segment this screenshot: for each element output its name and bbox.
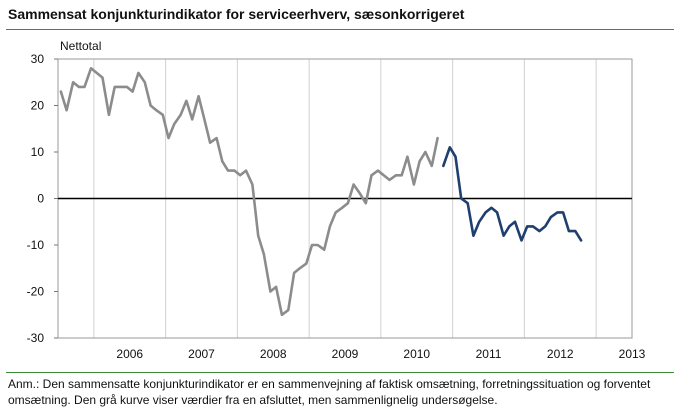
x-tick-label: 2011 (476, 347, 502, 361)
x-tick-label: 2007 (188, 347, 215, 361)
chart-note: Anm.: Den sammensatte konjunkturindikato… (8, 377, 651, 407)
y-tick-label: 0 (37, 192, 44, 206)
x-tick-label: 2006 (116, 347, 143, 361)
x-tick-label: 2008 (260, 347, 287, 361)
y-tick-label: -20 (27, 285, 45, 299)
x-tick-labels: 2006 2007 2008 2009 2010 2011 2012 2013 (116, 347, 645, 361)
title-rule (6, 29, 674, 30)
x-tick-label: 2012 (547, 347, 574, 361)
series-line-2 (441, 146, 583, 242)
axes (54, 58, 633, 339)
y-axis-label: Nettotal (60, 39, 101, 53)
y-tick-label: 20 (31, 99, 45, 113)
note-rule (6, 372, 674, 373)
series-line-1 (59, 67, 439, 317)
x-tick-label: 2010 (403, 347, 430, 361)
series-lines (59, 67, 583, 317)
x-tick-label: 2009 (332, 347, 359, 361)
y-tick-labels: 30 20 10 0 -10 -20 -30 (27, 52, 45, 345)
y-tick-label: 30 (31, 52, 45, 66)
y-tick-label: -30 (27, 331, 45, 345)
y-tick-label: 10 (31, 145, 45, 159)
y-tick-label: -10 (27, 238, 45, 252)
x-tick-label: 2013 (619, 347, 646, 361)
chart-title: Sammensat konjunkturindikator for servic… (8, 6, 465, 22)
